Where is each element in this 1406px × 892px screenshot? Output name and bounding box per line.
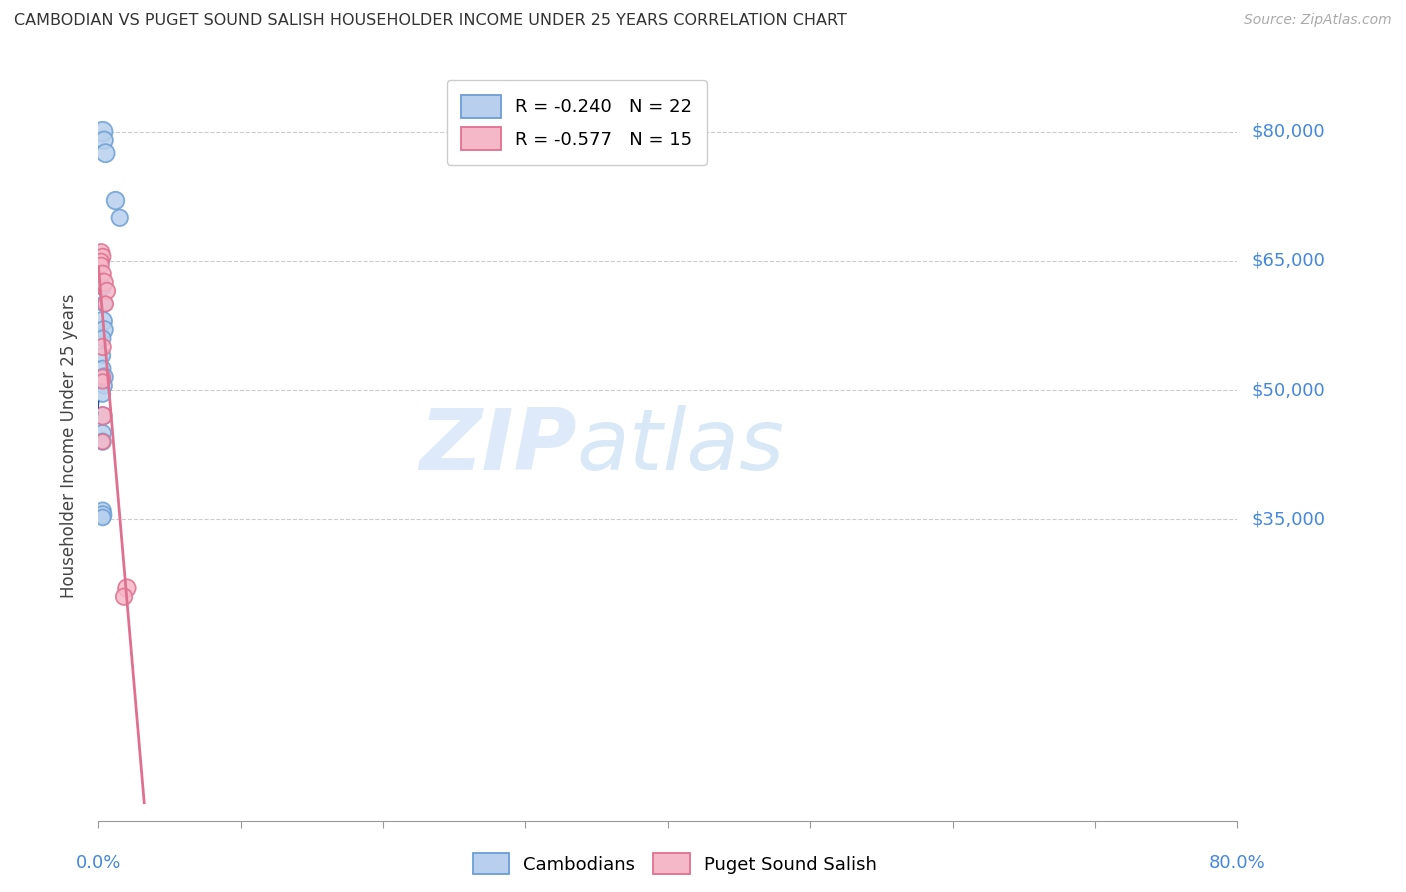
Point bbox=[91, 510, 114, 524]
Point bbox=[91, 426, 114, 441]
Text: Source: ZipAtlas.com: Source: ZipAtlas.com bbox=[1244, 13, 1392, 28]
Point bbox=[93, 370, 115, 384]
Point bbox=[91, 361, 114, 376]
Point bbox=[94, 146, 117, 161]
Point bbox=[91, 409, 114, 423]
Point bbox=[90, 253, 112, 268]
Point bbox=[91, 387, 114, 401]
Point bbox=[91, 370, 114, 384]
Point bbox=[91, 331, 114, 345]
Point bbox=[96, 284, 118, 298]
Point bbox=[108, 211, 131, 225]
Point bbox=[91, 508, 114, 522]
Text: $65,000: $65,000 bbox=[1251, 252, 1324, 270]
Point bbox=[91, 267, 114, 281]
Point bbox=[93, 133, 115, 147]
Point bbox=[91, 434, 114, 449]
Point bbox=[91, 340, 114, 354]
Point bbox=[91, 349, 114, 363]
Point bbox=[91, 503, 114, 517]
Point bbox=[91, 250, 114, 264]
Legend: R = -0.240   N = 22, R = -0.577   N = 15: R = -0.240 N = 22, R = -0.577 N = 15 bbox=[447, 80, 707, 165]
Point bbox=[90, 258, 112, 272]
Text: $50,000: $50,000 bbox=[1251, 381, 1324, 399]
Point bbox=[90, 245, 112, 260]
Point bbox=[90, 253, 112, 268]
Point bbox=[93, 297, 115, 311]
Text: ZIP: ZIP bbox=[419, 404, 576, 488]
Text: 80.0%: 80.0% bbox=[1209, 855, 1265, 872]
Point bbox=[94, 297, 117, 311]
Point bbox=[91, 409, 114, 423]
Text: 0.0%: 0.0% bbox=[76, 855, 121, 872]
Point bbox=[91, 434, 114, 449]
Text: atlas: atlas bbox=[576, 404, 785, 488]
Point bbox=[91, 279, 114, 293]
Point bbox=[91, 125, 114, 139]
Legend: Cambodians, Puget Sound Salish: Cambodians, Puget Sound Salish bbox=[464, 844, 886, 883]
Point bbox=[91, 375, 114, 389]
Point bbox=[115, 581, 138, 595]
Text: $80,000: $80,000 bbox=[1251, 122, 1324, 141]
Y-axis label: Householder Income Under 25 years: Householder Income Under 25 years bbox=[59, 293, 77, 599]
Text: CAMBODIAN VS PUGET SOUND SALISH HOUSEHOLDER INCOME UNDER 25 YEARS CORRELATION CH: CAMBODIAN VS PUGET SOUND SALISH HOUSEHOL… bbox=[14, 13, 846, 29]
Point bbox=[93, 378, 115, 392]
Point bbox=[91, 314, 114, 328]
Point bbox=[93, 276, 115, 290]
Point bbox=[112, 590, 135, 604]
Point bbox=[104, 194, 127, 208]
Point bbox=[93, 323, 115, 337]
Text: $35,000: $35,000 bbox=[1251, 510, 1326, 528]
